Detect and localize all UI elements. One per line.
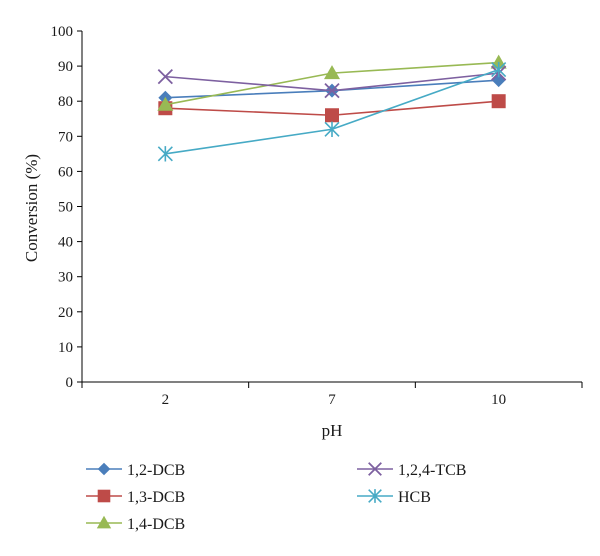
- y-tick-label: 50: [58, 200, 73, 216]
- legend-item: 1,2-DCB: [86, 462, 185, 479]
- data-point: [324, 121, 340, 137]
- legend-label: 1,2-DCB: [127, 462, 185, 479]
- y-tick-label: 60: [58, 164, 73, 180]
- y-tick-label: 10: [58, 340, 73, 356]
- y-tick-label: 20: [58, 305, 73, 321]
- data-point: [324, 83, 340, 99]
- series-layer: [157, 54, 507, 162]
- y-tick-label: 30: [58, 270, 73, 286]
- series-1,3-DCB: [158, 94, 506, 123]
- data-point: [157, 96, 174, 111]
- axes: 0 10 20 30 40 50 60 70 80 90 100 2 7 10: [51, 24, 583, 408]
- legend-marker: [96, 515, 112, 529]
- legend-marker: [368, 489, 382, 503]
- legend: 1,2-DCB 1,3-DCB 1,4-DCB 1,2,4-TCB HCB: [86, 462, 466, 533]
- legend-item: 1,4-DCB: [86, 515, 185, 533]
- data-point: [157, 68, 173, 85]
- y-tick-label: 100: [51, 24, 74, 40]
- legend-label: 1,4-DCB: [127, 516, 185, 533]
- data-point: [491, 61, 507, 78]
- data-point: [491, 94, 506, 109]
- data-point: [324, 65, 340, 80]
- legend-marker: [97, 489, 111, 503]
- data-point: [157, 146, 173, 162]
- legend-label: HCB: [398, 489, 431, 506]
- legend-marker: [97, 462, 111, 476]
- series-1,2,4-TCB: [157, 65, 507, 99]
- x-axis-label: pH: [322, 421, 343, 440]
- legend-label: 1,3-DCB: [127, 489, 185, 506]
- y-axis-label: Conversion (%): [22, 154, 41, 262]
- series-HCB: [157, 61, 507, 162]
- legend-item: 1,2,4-TCB: [357, 462, 466, 479]
- data-point: [325, 108, 339, 123]
- legend-label: 1,2,4-TCB: [398, 462, 466, 479]
- x-tick-label: 2: [162, 392, 170, 408]
- y-tick-label: 80: [58, 94, 73, 110]
- x-tick-label: 7: [328, 392, 336, 408]
- x-tick-label: 10: [491, 392, 506, 408]
- y-tick-label: 90: [58, 59, 73, 75]
- y-tick-label: 0: [66, 375, 74, 391]
- legend-item: HCB: [357, 489, 431, 506]
- y-tick-label: 70: [58, 129, 73, 145]
- legend-marker: [368, 462, 382, 476]
- legend-item: 1,3-DCB: [86, 489, 185, 506]
- y-tick-label: 40: [58, 235, 73, 251]
